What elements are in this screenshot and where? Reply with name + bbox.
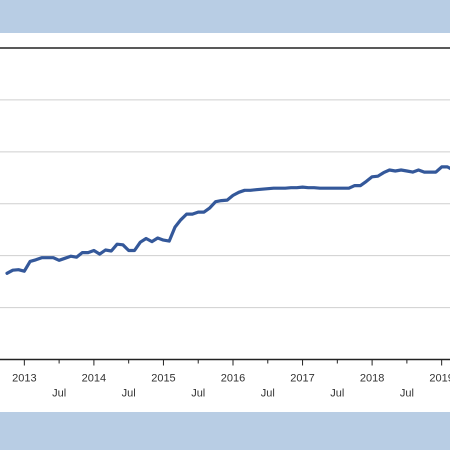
x-tick-label-month: Jul: [261, 388, 275, 400]
x-tick-label-year: 2016: [221, 373, 245, 385]
x-tick-label-year: 2018: [360, 373, 384, 385]
x-axis-ticks: 2013 Jul 2014 Jul 2015 Jul 2016 Jul 2017 Jul 2018 J…: [12, 359, 450, 400]
x-tick-label-month: Jul: [191, 388, 205, 400]
x-tick-label-month: Jul: [122, 388, 136, 400]
gridlines: [0, 99, 450, 309]
x-tick-label-month: Jul: [52, 388, 66, 400]
x-tick-label-year: 2015: [151, 373, 175, 385]
x-tick-label-year: 2017: [290, 373, 314, 385]
chart-panel: 2013 Jul 2014 Jul 2015 Jul 2016 Jul 2017 Jul 2018 J…: [0, 33, 450, 412]
x-tick-label-year: 2019: [429, 373, 450, 385]
line-chart: 2013 Jul 2014 Jul 2015 Jul 2016 Jul 2017 Jul 2018 J…: [0, 47, 450, 400]
x-tick-label-month: Jul: [400, 388, 414, 400]
x-tick-label-year: 2013: [12, 373, 36, 385]
x-tick-label-year: 2014: [82, 373, 106, 385]
series-line: [5, 165, 450, 275]
x-tick-label-month: Jul: [330, 388, 344, 400]
